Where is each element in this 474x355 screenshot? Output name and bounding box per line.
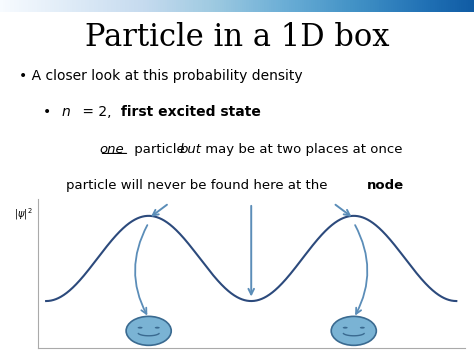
- Text: particle: particle: [130, 143, 189, 156]
- Text: node: node: [366, 179, 403, 192]
- Text: •: •: [43, 105, 51, 119]
- Text: one: one: [100, 143, 124, 156]
- Text: may be at two places at once: may be at two places at once: [201, 143, 403, 156]
- Text: but: but: [179, 143, 201, 156]
- Ellipse shape: [360, 327, 365, 329]
- Text: • A closer look at this probability density: • A closer look at this probability dens…: [19, 69, 302, 83]
- Text: first excited state: first excited state: [116, 105, 261, 119]
- Ellipse shape: [331, 316, 376, 345]
- Ellipse shape: [137, 327, 143, 329]
- Ellipse shape: [126, 316, 171, 345]
- Text: |$\psi$|$^2$: |$\psi$|$^2$: [15, 206, 33, 222]
- Ellipse shape: [343, 327, 347, 329]
- Text: Particle in a 1D box: Particle in a 1D box: [85, 22, 389, 54]
- Text: n: n: [62, 105, 70, 119]
- Text: particle will never be found here at the: particle will never be found here at the: [66, 179, 332, 192]
- Text: = 2,: = 2,: [78, 105, 112, 119]
- Ellipse shape: [155, 327, 160, 329]
